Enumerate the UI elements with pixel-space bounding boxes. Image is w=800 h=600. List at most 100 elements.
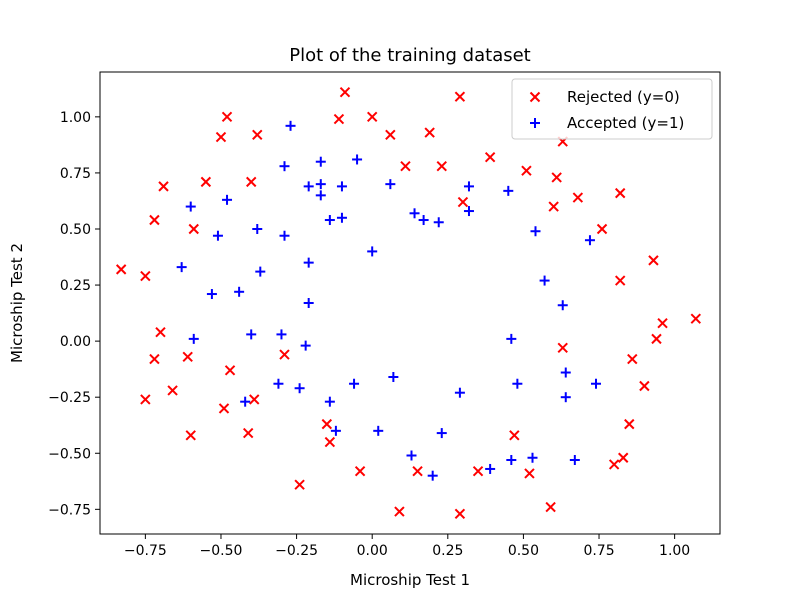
accepted-point: [273, 378, 284, 389]
rejected-point: [200, 176, 212, 188]
y-tick-label: 0.25: [60, 278, 91, 294]
y-tick-label: −0.25: [48, 390, 91, 406]
accepted-point: [255, 266, 266, 277]
accepted-point: [240, 396, 251, 407]
rejected-point: [651, 333, 662, 345]
rejected-point: [627, 353, 638, 365]
rejected-point: [572, 192, 584, 203]
accepted-point: [324, 215, 335, 226]
rejected-point: [366, 111, 378, 123]
accepted-point: [560, 392, 571, 403]
accepted-point: [315, 190, 326, 201]
accepted-point: [427, 470, 438, 481]
x-tick-label: −0.50: [200, 543, 243, 559]
axes-frame: [99, 71, 721, 535]
y-tick-label: 0.00: [60, 334, 91, 350]
accepted-point: [176, 262, 187, 273]
rejected-point: [596, 223, 608, 235]
rejected-point: [115, 264, 127, 275]
rejected-point: [509, 430, 520, 441]
rejected-point: [385, 129, 396, 141]
rejected-point: [394, 506, 405, 517]
y-tick-label: −0.50: [48, 446, 91, 462]
accepted-point: [506, 333, 517, 344]
rejected-point: [333, 113, 345, 125]
accepted-point: [324, 396, 335, 407]
rejected-point: [400, 160, 411, 172]
rejected-point: [608, 459, 620, 470]
accepted-point: [352, 154, 363, 165]
legend-marker-accepted: [530, 118, 540, 128]
accepted-point: [530, 226, 541, 237]
rejected-point: [657, 317, 668, 329]
accepted-point: [246, 329, 257, 340]
accepted-point: [584, 235, 595, 246]
rejected-point: [484, 152, 496, 163]
accepted-point: [506, 454, 517, 465]
rejected-point: [412, 465, 423, 477]
accepted-point: [222, 194, 233, 205]
accepted-point: [591, 378, 601, 389]
legend-label-accepted: Accepted (y=1): [567, 114, 684, 132]
accepted-point: [315, 156, 326, 167]
rejected-point: [249, 394, 260, 405]
accepted-point: [300, 340, 311, 351]
y-tick-label: 0.75: [60, 166, 91, 182]
rejected-point: [215, 131, 227, 143]
accepted-point: [385, 179, 396, 190]
rejected-point: [218, 403, 230, 414]
rejected-point: [524, 468, 535, 479]
rejected-point: [185, 430, 196, 441]
accepted-point: [303, 257, 314, 268]
accepted-point: [276, 329, 287, 340]
rejected-point: [158, 181, 169, 192]
rejected-point: [188, 223, 199, 235]
rejected-point: [457, 196, 469, 208]
rejected-point: [155, 326, 166, 338]
rejected-point: [521, 165, 532, 176]
x-axis-ticks: −0.75 −0.50 −0.25 0.00 0.25 0.50 0.75 1.00: [124, 534, 690, 559]
legend-label-rejected: Rejected (y=0): [567, 88, 680, 106]
rejected-point: [557, 342, 568, 354]
accepted-point: [527, 452, 538, 463]
accepted-point: [206, 289, 217, 300]
accepted-point: [279, 161, 290, 172]
rejected-point: [354, 465, 366, 477]
rejected-point: [246, 176, 257, 188]
accepted-point: [336, 181, 347, 192]
y-tick-label: −0.75: [48, 502, 91, 518]
legend-marker-rejected: [529, 91, 541, 103]
rejected-point: [624, 418, 635, 430]
rejected-point: [339, 86, 351, 98]
y-tick-label: 1.00: [60, 110, 91, 126]
rejected-point: [149, 214, 160, 226]
accepted-point: [252, 223, 263, 234]
accepted-point: [234, 286, 245, 297]
accepted-point: [409, 208, 420, 219]
rejected-point: [614, 187, 626, 199]
y-tick-label: 0.50: [60, 222, 91, 238]
rejected-point: [221, 111, 233, 123]
accepted-point: [303, 298, 314, 308]
accepted-point: [436, 428, 447, 439]
rejected-point: [436, 160, 447, 172]
x-tick-label: −0.25: [275, 543, 318, 559]
accepted-point: [315, 179, 326, 190]
accepted-point: [303, 181, 314, 192]
accepted-point: [569, 454, 580, 465]
accepted-point: [185, 201, 196, 212]
legend-frame: [511, 78, 713, 140]
rejected-point: [454, 91, 466, 102]
accepted-point: [539, 275, 550, 286]
rejected-point: [472, 465, 484, 477]
accepted-point: [330, 425, 341, 436]
y-axis-label: Microship Test 2: [8, 243, 26, 363]
x-axis-label: Microship Test 1: [350, 571, 470, 589]
rejected-point: [167, 385, 178, 396]
accepted-point: [503, 185, 514, 196]
rejected-point: [279, 349, 290, 360]
x-tick-label: 0.50: [508, 543, 539, 559]
accepted-point: [188, 333, 199, 344]
x-tick-label: 0.75: [583, 543, 614, 559]
x-marker-icon: [529, 91, 541, 103]
